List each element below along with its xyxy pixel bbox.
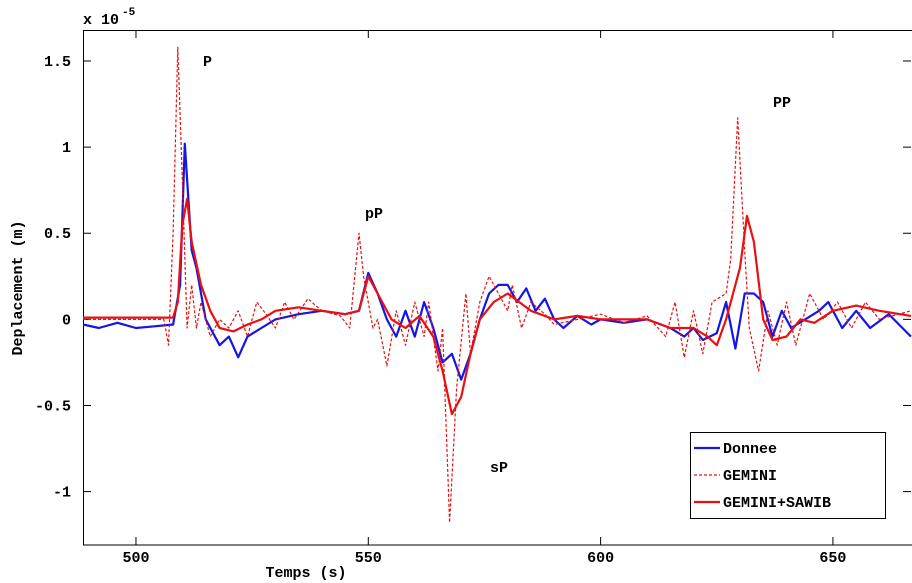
series-line <box>83 197 912 416</box>
legend-box <box>690 432 886 519</box>
annotation: pP <box>365 206 383 223</box>
y-multiplier: x 10 <box>83 12 119 29</box>
annotation: P <box>203 54 212 71</box>
y-tick-label: 1 <box>62 140 71 157</box>
annotation: PP <box>773 95 791 112</box>
series-line <box>83 46 912 524</box>
y-tick-label: 0.5 <box>44 226 71 243</box>
annotation: sP <box>490 460 508 477</box>
y-axis-label: Deplacement (m) <box>10 220 27 355</box>
legend-label: GEMINI <box>723 468 777 485</box>
y-multiplier-exp: -5 <box>122 7 136 19</box>
series-line <box>83 142 912 381</box>
legend-label: Donnee <box>723 441 777 458</box>
y-tick-label: 1.5 <box>44 54 71 71</box>
x-tick-label: 500 <box>122 550 149 567</box>
x-tick-label: 650 <box>819 550 846 567</box>
y-tick-label: 0 <box>62 312 71 329</box>
legend-label: GEMINI+SAWIB <box>723 495 831 512</box>
x-tick-label: 550 <box>355 550 382 567</box>
plot-frame <box>83 30 912 546</box>
x-axis-label: Temps (s) <box>265 565 346 582</box>
y-tick-label: -1 <box>53 485 71 502</box>
legend: Donnee GEMINI GEMINI+SAWIB <box>690 432 886 519</box>
plot-area <box>83 46 912 524</box>
x-tick-label: 600 <box>587 550 614 567</box>
y-tick-label: -0.5 <box>35 398 71 415</box>
